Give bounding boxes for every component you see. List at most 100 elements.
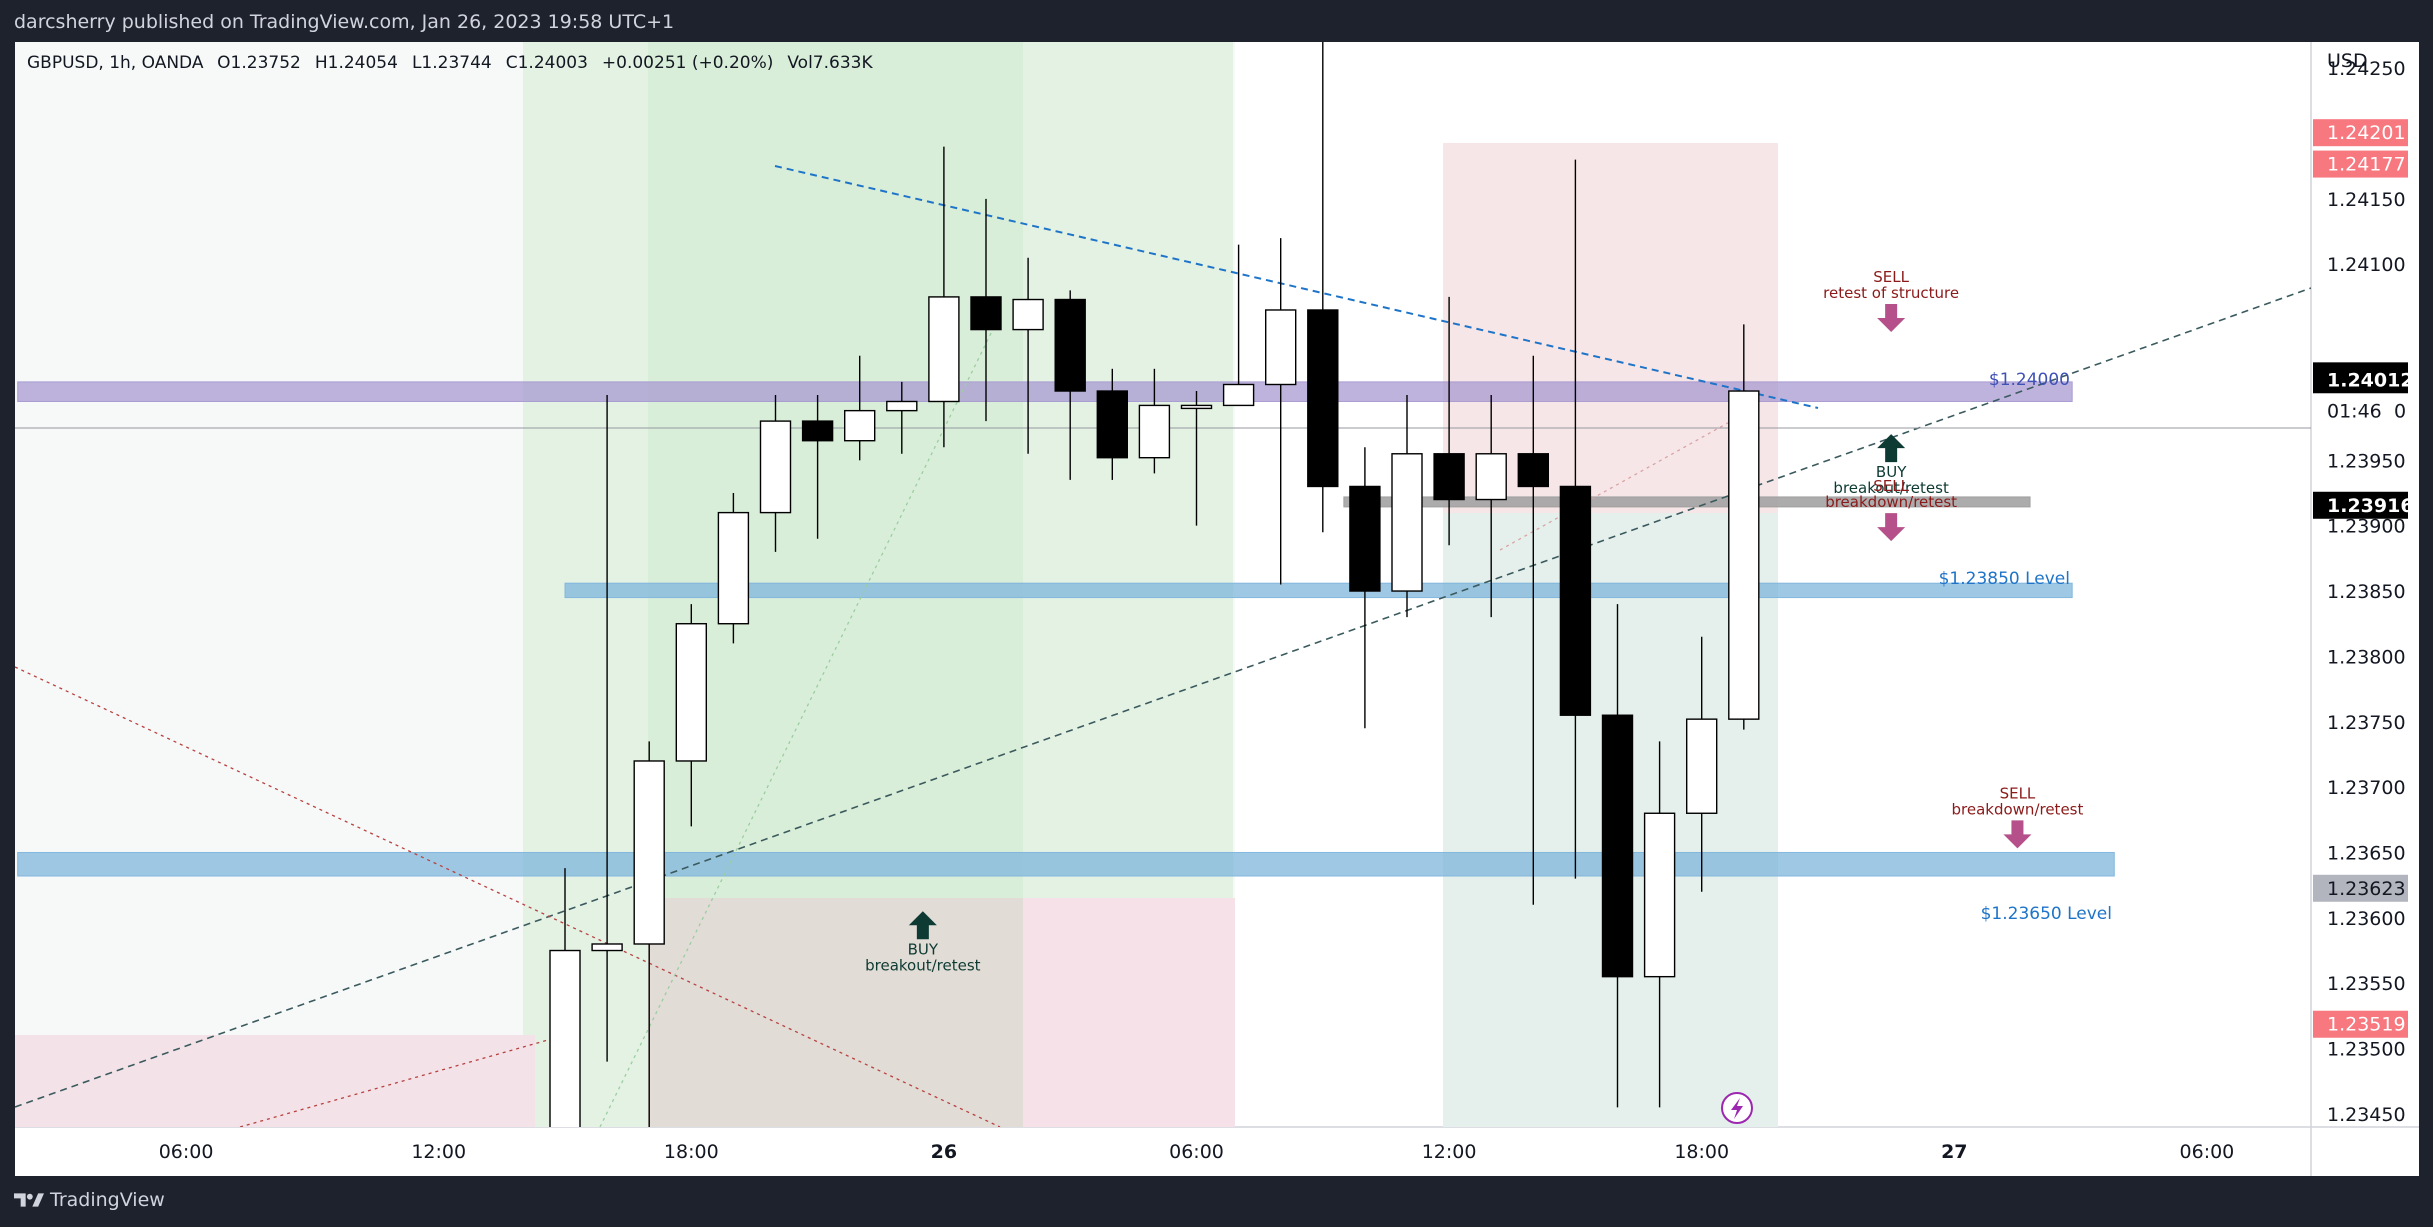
candle-body bbox=[1138, 404, 1171, 459]
price-axis[interactable]: 1.23450 1.23500 1.23550 1.23600 1.23650 1.237… bbox=[2327, 58, 2406, 1126]
x-tick-label: 18:00 bbox=[664, 1141, 719, 1163]
zone-band[interactable] bbox=[17, 381, 2073, 402]
arrow-up-icon bbox=[1877, 434, 1906, 463]
shade-red-mid bbox=[1023, 898, 1235, 1127]
price-label-box bbox=[2313, 874, 2408, 902]
publisher-bar: darcsherry published on TradingView.com,… bbox=[0, 0, 2433, 42]
zone-band[interactable] bbox=[564, 582, 2073, 599]
annotation-title: BUY bbox=[908, 940, 939, 958]
zone-label: $1.24000 bbox=[1989, 370, 2070, 390]
price-label-box bbox=[2313, 491, 2408, 519]
arrow-down-icon bbox=[1877, 513, 1906, 542]
candle-body bbox=[717, 511, 750, 625]
tradingview-logo-icon bbox=[14, 1193, 44, 1207]
annotations-layer: $1.24000 $1.23850 Level $1.23650 Level SELL… bbox=[865, 268, 2112, 974]
candle-body bbox=[759, 420, 792, 514]
annotation-title: BUY bbox=[1876, 463, 1907, 481]
candle-body bbox=[1643, 812, 1676, 978]
price-labels: 1.242011.241771.240151.240121.239161.236… bbox=[2313, 119, 2414, 1038]
x-tick-label: 27 bbox=[1941, 1141, 1967, 1163]
arrow-down-icon bbox=[2003, 820, 2032, 849]
ohlc-legend: GBPUSD, 1h, OANDA O1.23752 H1.24054 L1.2374… bbox=[27, 53, 873, 73]
price-label-box bbox=[2313, 150, 2408, 178]
x-tick-label: 06:00 bbox=[2180, 1141, 2235, 1163]
legend-close: C1.24003 bbox=[506, 53, 588, 73]
trendline-dotted-red-down bbox=[15, 666, 1001, 1127]
y-tick-label: 1.23750 bbox=[2327, 712, 2406, 734]
candle-body bbox=[844, 409, 876, 442]
alert-icon[interactable] bbox=[1721, 1092, 1753, 1124]
candle-body bbox=[1685, 718, 1718, 814]
y-tick-label: 1.23550 bbox=[2327, 973, 2406, 995]
annotation-title: SELL bbox=[1873, 477, 1909, 495]
shade-brown-mid bbox=[648, 898, 1023, 1127]
y-tick-label: 1.23650 bbox=[2327, 842, 2406, 864]
price-label-text: 1.23916 bbox=[2327, 495, 2414, 517]
x-tick-label: 06:00 bbox=[1169, 1141, 1224, 1163]
candle-body bbox=[1391, 453, 1423, 592]
candles-layer bbox=[549, 42, 1760, 1127]
candle-body bbox=[1096, 390, 1129, 459]
candle-body bbox=[549, 949, 581, 1127]
legend-high: H1.24054 bbox=[315, 53, 398, 73]
x-tick-label: 26 bbox=[931, 1141, 957, 1163]
candle-body bbox=[1517, 453, 1550, 488]
legend-symbol[interactable]: GBPUSD, 1h, OANDA bbox=[27, 53, 204, 73]
fib-dotted-pink bbox=[1499, 404, 1761, 551]
y-tick-label: 1.23800 bbox=[2327, 646, 2406, 668]
trendline-dashed-dark bbox=[15, 287, 2311, 1108]
shade-red-left bbox=[15, 1035, 535, 1127]
brand-name: TradingView bbox=[50, 1189, 165, 1211]
price-label-text: 1.24201 bbox=[2327, 122, 2406, 144]
zone-band[interactable] bbox=[17, 851, 2115, 877]
price-label-text: 1.23623 bbox=[2327, 878, 2406, 900]
legend-change: +0.00251 (+0.20%) bbox=[602, 53, 773, 73]
price-label-box bbox=[2313, 119, 2408, 147]
candle-body bbox=[970, 296, 1002, 331]
countdown-box bbox=[2313, 397, 2408, 425]
x-tick-label: 18:00 bbox=[1674, 1141, 1729, 1163]
y-tick-label: 1.23600 bbox=[2327, 908, 2406, 930]
candle-body bbox=[1180, 404, 1213, 410]
y-tick-label: 1.23450 bbox=[2327, 1104, 2406, 1126]
y-tick-label: 1.23500 bbox=[2327, 1039, 2406, 1061]
price-label-box bbox=[2313, 1010, 2408, 1038]
y-tick-label: 1.24250 bbox=[2327, 58, 2406, 80]
candle-body bbox=[1222, 383, 1255, 407]
legend-open: O1.23752 bbox=[217, 53, 301, 73]
candle-body bbox=[1559, 485, 1592, 716]
candle-body bbox=[928, 296, 960, 403]
countdown-text: 01:46 bbox=[2327, 401, 2382, 423]
price-axis-background bbox=[2311, 42, 2419, 1127]
candle-body bbox=[1264, 309, 1297, 386]
candle-body bbox=[1475, 453, 1507, 501]
annotation-text: breakout/retest bbox=[1833, 479, 1949, 497]
zone-label: $1.23850 Level bbox=[1939, 569, 2070, 589]
y-tick-label: 1.23700 bbox=[2327, 777, 2406, 799]
trendline-dashed-blue bbox=[774, 165, 1819, 409]
price-label-text: 1.24177 bbox=[2327, 154, 2406, 176]
price-label-box bbox=[2313, 366, 2408, 394]
y-tick-label: 1.23950 bbox=[2327, 450, 2406, 472]
annotation-title: SELL bbox=[2000, 784, 2036, 802]
price-label-text: 1.24012 bbox=[2327, 369, 2414, 391]
time-axis[interactable]: 06:00 12:00 18:00 26 06:00 12:00 18:00 27 06:00 bbox=[159, 1141, 2235, 1163]
candle-body bbox=[886, 400, 918, 412]
price-label-text: 1.23519 bbox=[2327, 1014, 2406, 1036]
tradingview-brand[interactable]: TradingView bbox=[14, 1189, 165, 1211]
shade-red-right bbox=[1443, 143, 1778, 513]
currency-label[interactable]: USD bbox=[2327, 50, 2368, 72]
zone-band[interactable] bbox=[1343, 496, 2031, 508]
candle-body bbox=[1012, 298, 1044, 331]
zones-layer bbox=[17, 381, 2115, 877]
trendline-dotted-red-up bbox=[239, 1039, 549, 1127]
y-tick-label: 1.24100 bbox=[2327, 254, 2406, 276]
x-tick-label: 06:00 bbox=[159, 1141, 214, 1163]
